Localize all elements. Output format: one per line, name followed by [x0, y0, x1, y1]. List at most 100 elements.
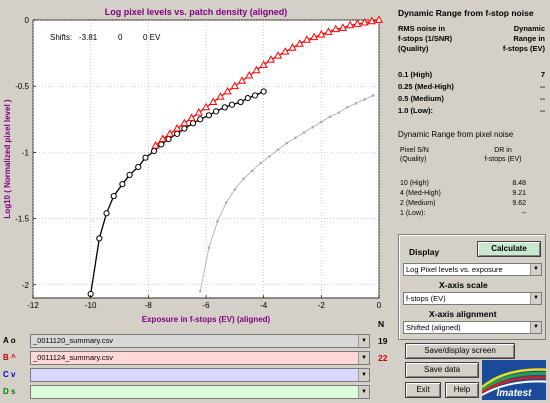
- controls-panel: Display Calculate Log Pixel levels vs. e…: [398, 234, 546, 340]
- data-point-dot: [285, 141, 289, 145]
- file-select-d[interactable]: ▼: [30, 385, 370, 399]
- rms-noise-header: RMS noise in f-stops (1/SNR) (Quality): [398, 24, 452, 54]
- chevron-down-icon: ▼: [530, 264, 541, 275]
- dr-header-line2: f-stops (EV): [484, 156, 522, 163]
- data-point-circle: [237, 98, 244, 106]
- dr-header: DR in f-stops (EV): [478, 146, 528, 164]
- data-point-circle: [212, 108, 220, 115]
- data-point-triangle: [259, 60, 268, 68]
- data-point-triangle: [230, 81, 239, 90]
- pixel-row-high-quality: 10 (High): [400, 180, 429, 187]
- shift-b-value: 0: [118, 33, 123, 42]
- file-row-b-label: B ^: [3, 353, 16, 362]
- file-a-count: 19: [378, 336, 388, 346]
- y-tick-label: -1.5: [15, 215, 29, 224]
- data-point-circle: [189, 120, 197, 127]
- data-point-triangle: [201, 102, 211, 111]
- data-point-circle: [174, 130, 181, 137]
- data-point-triangle: [295, 39, 304, 47]
- x-tick-label: 0: [377, 301, 382, 310]
- display-select[interactable]: Log Pixel levels vs. exposure ▼: [403, 263, 542, 276]
- data-point-circle: [181, 125, 188, 132]
- chart-svg: -12 -10 -8 -6 -4 -2 0 0 -0.5 -1 -1.5 -2 Log pixel l…: [3, 7, 384, 324]
- data-point-triangle: [180, 118, 189, 127]
- save-display-screen-button[interactable]: Save/display screen: [405, 343, 515, 359]
- chevron-down-icon: ▼: [358, 335, 369, 347]
- file-row-a-label: A o: [3, 336, 16, 345]
- data-point-dot: [276, 148, 280, 152]
- series-group: [87, 15, 384, 298]
- pixel-sn-header: Pixel S/N (Quality): [400, 146, 429, 164]
- dynamic-range-header-line2: Range in: [513, 34, 545, 43]
- data-point-dot: [250, 169, 254, 173]
- data-point-triangle: [360, 18, 369, 26]
- data-point-triangle: [288, 43, 297, 51]
- data-point-circle: [221, 104, 228, 111]
- file-select-b[interactable]: _0011124_summary.csv ▼: [30, 351, 370, 365]
- dynamic-range-header: Dynamic Range in f-stops (EV): [495, 24, 545, 54]
- data-point-triangle: [223, 86, 232, 95]
- x-axis-alignment-select[interactable]: Shifted (aligned) ▼: [403, 321, 542, 334]
- save-data-button[interactable]: Save data: [405, 362, 479, 378]
- data-point-triangle: [317, 29, 326, 38]
- data-point-circle: [142, 154, 149, 161]
- x-tick-label: -10: [85, 301, 97, 310]
- data-point-circle: [260, 88, 267, 95]
- file-b-name: _0011124_summary.csv: [33, 353, 114, 362]
- data-point-triangle: [353, 19, 362, 27]
- dynamic-range-header-line1: Dynamic: [513, 24, 545, 33]
- file-select-a[interactable]: _0011120_summary.csv ▼: [30, 334, 370, 348]
- chevron-down-icon: ▼: [530, 293, 541, 304]
- pixel-sn-header-line1: Pixel S/N: [400, 147, 429, 154]
- data-point-triangle: [209, 97, 218, 105]
- ticks: -12 -10 -8 -6 -4 -2 0 0 -0.5 -1 -1.5 -2: [15, 16, 382, 310]
- chevron-down-icon: ▼: [358, 352, 369, 364]
- data-point-circle: [197, 116, 204, 123]
- pixel-row-low-value: --: [521, 210, 526, 217]
- x-axis-label: Exposure in f-stops (EV) (aligned): [142, 315, 271, 324]
- data-point-circle: [251, 92, 259, 99]
- logo-text: Imatest: [496, 388, 532, 399]
- data-point-dot: [216, 219, 219, 223]
- f-stop-noise-title: Dynamic Range from f-stop noise: [398, 8, 534, 18]
- rms-noise-header-line3: (Quality): [398, 44, 429, 53]
- help-button[interactable]: Help: [445, 382, 479, 398]
- x-axis-scale-select[interactable]: f-stops (EV) ▼: [403, 292, 542, 305]
- data-point-triangle: [346, 20, 355, 29]
- file-row-c-label: C v: [3, 370, 16, 379]
- data-point-triangle: [324, 27, 333, 35]
- data-point-circle: [151, 147, 158, 155]
- data-point-dot: [371, 94, 375, 97]
- logo-graphic: Imatest: [482, 368, 546, 399]
- data-point-triangle: [187, 113, 196, 121]
- file-b-count: 22: [378, 353, 388, 363]
- data-point-triangle: [266, 55, 276, 63]
- file-select-c[interactable]: ▼: [30, 368, 370, 382]
- fstop-row-medium-quality: 0.5 (Medium): [398, 94, 444, 103]
- data-point-dot: [345, 106, 349, 109]
- pixel-row-high-value: 8.48: [512, 180, 526, 187]
- y-tick-label: 0: [25, 16, 30, 25]
- data-point-triangle: [165, 129, 175, 137]
- x-axis-scale-value: f-stops (EV): [406, 294, 446, 303]
- dynamic-range-header-line3: f-stops (EV): [502, 44, 545, 53]
- data-point-triangle: [216, 92, 225, 100]
- calculate-button[interactable]: Calculate: [477, 241, 541, 257]
- data-point-circle: [228, 101, 236, 108]
- data-point-dot: [224, 201, 228, 204]
- chevron-down-icon: ▼: [358, 369, 369, 381]
- shift-c-value: 0 EV: [143, 33, 161, 42]
- exit-button[interactable]: Exit: [405, 382, 441, 398]
- chart-title: Log pixel levels vs. patch density (alig…: [105, 7, 288, 17]
- pixel-row-medhigh-value: 9.21: [512, 190, 526, 197]
- shift-a-value: -3.81: [79, 33, 98, 42]
- data-point-dot: [198, 290, 202, 293]
- y-tick-label: -0.5: [15, 82, 29, 91]
- x-tick-label: -2: [318, 301, 326, 310]
- data-point-dot: [294, 136, 297, 140]
- data-point-triangle: [194, 108, 203, 116]
- data-point-triangle: [158, 134, 167, 143]
- rms-noise-header-line1: RMS noise in: [398, 24, 446, 33]
- fstop-row-low-value: --: [540, 106, 545, 115]
- x-tick-label: -4: [260, 301, 268, 310]
